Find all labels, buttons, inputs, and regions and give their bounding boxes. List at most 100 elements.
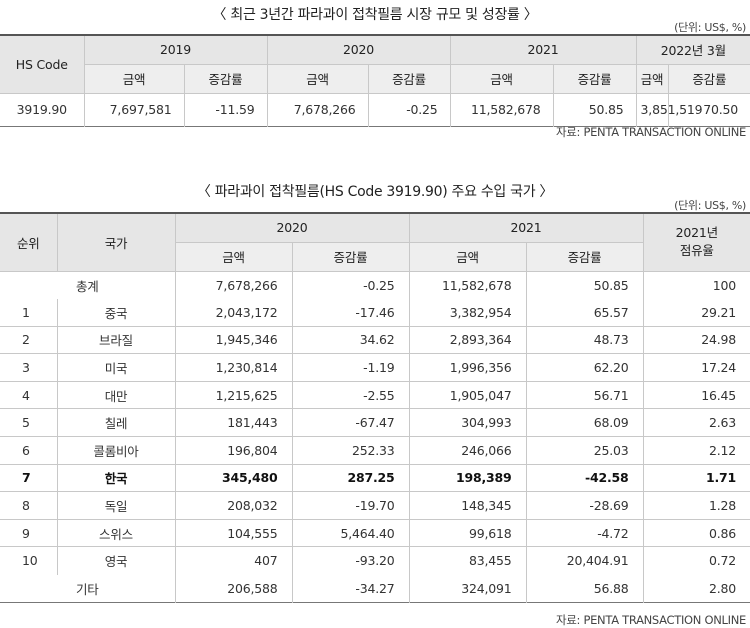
amount-cell: 7,678,266 bbox=[174, 271, 292, 299]
rate-cell: 56.71 bbox=[525, 381, 644, 410]
subheader-amount: 금액 bbox=[83, 64, 184, 94]
country-row: 8 독일 208,032 -19.70 148,345 -28.69 1.28 bbox=[0, 491, 750, 520]
rate-cell: -34.27 bbox=[291, 574, 410, 603]
rate-cell: 70.50 bbox=[667, 93, 750, 126]
amount-cell: 1,996,356 bbox=[408, 353, 527, 382]
country-cell: 한국 bbox=[56, 464, 175, 493]
subheader-rate: 증감률 bbox=[291, 242, 410, 272]
rank-cell: 4 bbox=[0, 381, 57, 410]
amount-cell: 324,091 bbox=[408, 574, 527, 603]
header-year-2020: 2020 bbox=[266, 35, 451, 65]
share-cell: 24.98 bbox=[642, 326, 750, 355]
rate-cell: 56.88 bbox=[525, 574, 644, 603]
header-country: 국가 bbox=[56, 213, 175, 272]
table2-unit: (단위: US$, %) bbox=[674, 199, 746, 212]
header-year-2019: 2019 bbox=[83, 35, 268, 65]
country-cell: 스위스 bbox=[56, 519, 175, 548]
header-hs-code: HS Code bbox=[0, 35, 84, 94]
country-row: 9 스위스 104,555 5,464.40 99,618 -4.72 0.86 bbox=[0, 519, 750, 548]
amount-cell: 2,893,364 bbox=[408, 326, 527, 355]
amount-cell: 1,215,625 bbox=[174, 381, 292, 410]
amount-cell: 206,588 bbox=[174, 574, 292, 603]
rate-cell: -2.55 bbox=[291, 381, 410, 410]
country-row: 3 미국 1,230,814 -1.19 1,996,356 62.20 17.24 bbox=[0, 353, 750, 382]
other-row: 기타 206,588 -34.27 324,091 56.88 2.80 bbox=[0, 574, 750, 603]
share-cell: 29.21 bbox=[642, 298, 750, 327]
subheader-amount: 금액 bbox=[449, 64, 554, 94]
country-cell: 브라질 bbox=[56, 326, 175, 355]
rate-cell: 34.62 bbox=[291, 326, 410, 355]
rank-cell: 2 bbox=[0, 326, 57, 355]
import-countries-table: 순위 국가 2020 2021 2021년 점유율 금액 증감률 금액 증감률 … bbox=[0, 212, 750, 603]
amount-cell: 198,389 bbox=[408, 464, 527, 493]
amount-cell: 407 bbox=[174, 546, 292, 575]
country-row: 7 한국 345,480 287.25 198,389 -42.58 1.71 bbox=[0, 464, 750, 493]
country-cell: 대만 bbox=[56, 381, 175, 410]
rate-cell: -0.25 bbox=[291, 271, 410, 299]
rate-cell: -11.59 bbox=[183, 93, 268, 126]
header-rank: 순위 bbox=[0, 213, 57, 272]
rate-cell: 50.85 bbox=[525, 271, 644, 299]
table2-source: 자료: PENTA TRANSACTION ONLINE bbox=[555, 613, 746, 627]
share-cell: 1.71 bbox=[642, 464, 750, 493]
rate-cell: 48.73 bbox=[525, 326, 644, 355]
country-cell: 미국 bbox=[56, 353, 175, 382]
amount-cell: 246,066 bbox=[408, 436, 527, 465]
other-label: 기타 bbox=[75, 581, 99, 597]
rate-cell: -0.25 bbox=[367, 93, 451, 126]
rate-cell: 50.85 bbox=[552, 93, 637, 126]
table1-source: 자료: PENTA TRANSACTION ONLINE bbox=[555, 125, 746, 139]
country-cell: 콜롬비아 bbox=[56, 436, 175, 465]
amount-cell: 1,945,346 bbox=[174, 326, 292, 355]
amount-cell: 208,032 bbox=[174, 491, 292, 520]
rate-cell: 25.03 bbox=[525, 436, 644, 465]
hs-code-cell: 3919.90 bbox=[16, 102, 67, 117]
rate-cell: -93.20 bbox=[291, 546, 410, 575]
amount-cell: 1,905,047 bbox=[408, 381, 527, 410]
amount-cell: 2,043,172 bbox=[174, 298, 292, 327]
rate-cell: -67.47 bbox=[291, 408, 410, 438]
rank-cell: 10 bbox=[22, 553, 38, 569]
country-row: 5 칠레 181,443 -67.47 304,993 68.09 2.63 bbox=[0, 408, 750, 438]
country-cell: 칠레 bbox=[56, 408, 175, 438]
header-year-2021: 2021 bbox=[449, 35, 637, 65]
share-cell: 0.86 bbox=[642, 519, 750, 548]
market-size-table: HS Code 2019 2020 2021 2022년 3월 금액 증감률 금… bbox=[0, 34, 750, 127]
amount-cell: 104,555 bbox=[174, 519, 292, 548]
subheader-rate: 증감률 bbox=[367, 64, 451, 94]
amount-cell: 83,455 bbox=[408, 546, 527, 575]
rate-cell: -4.72 bbox=[525, 519, 644, 548]
amount-cell: 1,230,814 bbox=[174, 353, 292, 382]
table-row: 3919.90 7,697,581 -11.59 7,678,266 -0.25… bbox=[0, 93, 750, 126]
country-row: 1 중국 2,043,172 -17.46 3,382,954 65.57 29.21 bbox=[0, 298, 750, 327]
subheader-rate: 증감률 bbox=[183, 64, 268, 94]
rate-cell: -28.69 bbox=[525, 491, 644, 520]
rank-cell: 1 bbox=[0, 298, 57, 327]
rank-cell: 7 bbox=[0, 464, 57, 493]
share-cell: 16.45 bbox=[642, 381, 750, 410]
amount-cell: 148,345 bbox=[408, 491, 527, 520]
country-row: 2 브라질 1,945,346 34.62 2,893,364 48.73 24.98 bbox=[0, 326, 750, 355]
subheader-amount: 금액 bbox=[266, 64, 369, 94]
rate-cell: 68.09 bbox=[525, 408, 644, 438]
rank-cell: 9 bbox=[0, 519, 57, 548]
header-year-2022-mar: 2022년 3월 bbox=[635, 35, 750, 65]
rank-cell: 6 bbox=[0, 436, 57, 465]
amount-cell: 304,993 bbox=[408, 408, 527, 438]
rate-cell: 5,464.40 bbox=[291, 519, 410, 548]
rank-cell: 3 bbox=[0, 353, 57, 382]
amount-cell: 7,697,581 bbox=[83, 93, 184, 126]
share-cell: 2.80 bbox=[642, 574, 750, 603]
share-cell: 2.63 bbox=[642, 408, 750, 438]
rank-cell: 5 bbox=[0, 408, 57, 438]
subheader-amount: 금액 bbox=[408, 242, 527, 272]
table1-unit: (단위: US$, %) bbox=[674, 21, 746, 34]
subheader-rate: 증감률 bbox=[667, 64, 750, 94]
rate-cell: -17.46 bbox=[291, 298, 410, 327]
rate-cell: -1.19 bbox=[291, 353, 410, 382]
subheader-rate: 증감률 bbox=[525, 242, 644, 272]
subheader-rate: 증감률 bbox=[552, 64, 637, 94]
subheader-amount: 금액 bbox=[174, 242, 292, 272]
country-row: 4 대만 1,215,625 -2.55 1,905,047 56.71 16.45 bbox=[0, 381, 750, 410]
rate-cell: 20,404.91 bbox=[525, 546, 644, 575]
